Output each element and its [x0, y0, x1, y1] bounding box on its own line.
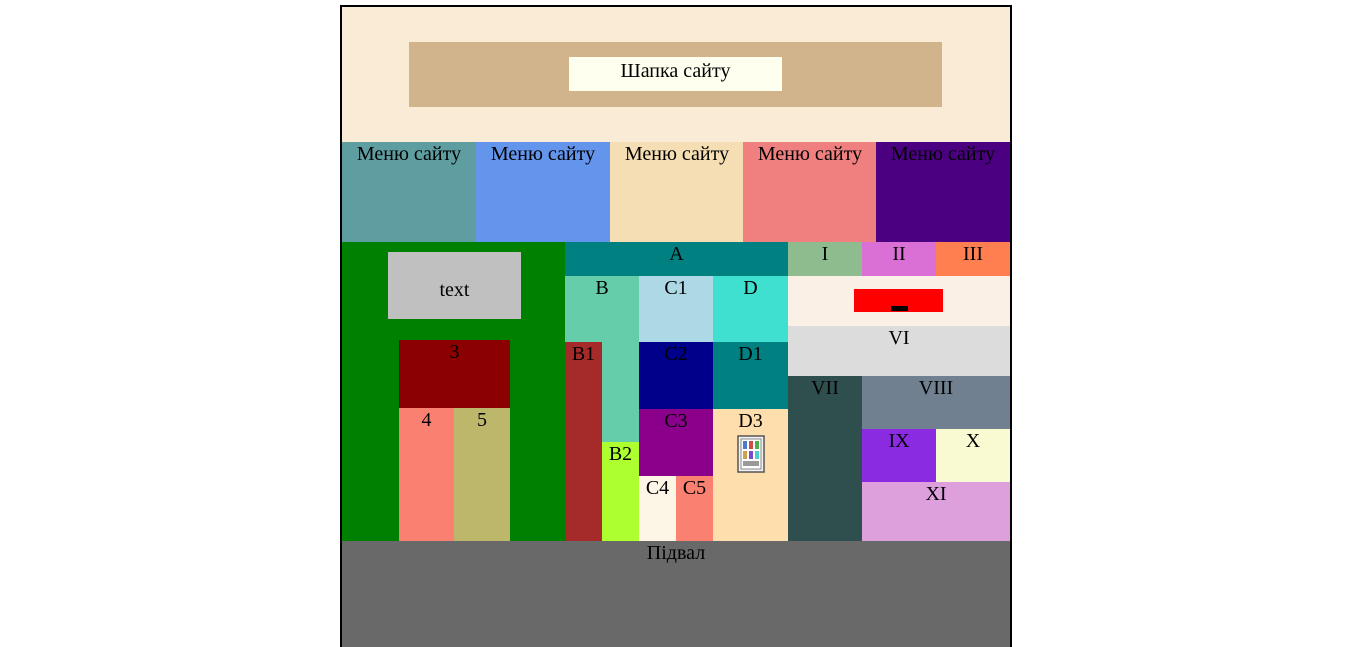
image-icon [736, 435, 765, 473]
menu-item-1[interactable]: Меню сайту [342, 142, 476, 242]
block-d: D [713, 276, 788, 342]
block-c2: C2 [639, 342, 713, 409]
page-frame: Шапка сайту Меню сайту Меню сайту Меню с… [340, 5, 1012, 647]
block-5: 5 [454, 408, 510, 542]
content-area: text 3 4 5 A B C1 D B1 B2 C2 D1 C3 D3 [342, 242, 1010, 542]
block-c5: C5 [676, 476, 713, 542]
block-c4: C4 [639, 476, 676, 542]
block-viii: VIII [862, 376, 1010, 429]
header-title: Шапка сайту [569, 57, 782, 91]
block-vi: VI [788, 326, 1010, 376]
red-bar-marker [891, 306, 908, 311]
block-xi: XI [862, 482, 1010, 542]
block-d3-label: D3 [738, 410, 763, 432]
block-vii: VII [788, 376, 862, 542]
block-3: 3 [399, 340, 510, 408]
block-ix: IX [862, 429, 936, 482]
block-iii: III [936, 242, 1010, 276]
block-b2: B2 [602, 442, 639, 542]
block-c1: C1 [639, 276, 713, 342]
menu-item-5[interactable]: Меню сайту [876, 142, 1010, 242]
block-d1: D1 [713, 342, 788, 409]
block-c3: C3 [639, 409, 713, 476]
red-bar-area [788, 276, 1010, 326]
block-d3: D3 [713, 409, 788, 542]
block-x: X [936, 429, 1010, 482]
block-4: 4 [399, 408, 454, 542]
red-bar [854, 289, 943, 312]
block-i: I [788, 242, 862, 276]
site-footer: Підвал [342, 541, 1010, 647]
block-a: A [565, 242, 788, 276]
site-header: Шапка сайту [342, 7, 1010, 142]
menu-item-4[interactable]: Меню сайту [743, 142, 877, 242]
menu-item-2[interactable]: Меню сайту [476, 142, 610, 242]
block-b1: B1 [565, 342, 602, 542]
text-box: text [388, 252, 521, 319]
block-ii: II [862, 242, 936, 276]
menu-item-3[interactable]: Меню сайту [610, 142, 744, 242]
